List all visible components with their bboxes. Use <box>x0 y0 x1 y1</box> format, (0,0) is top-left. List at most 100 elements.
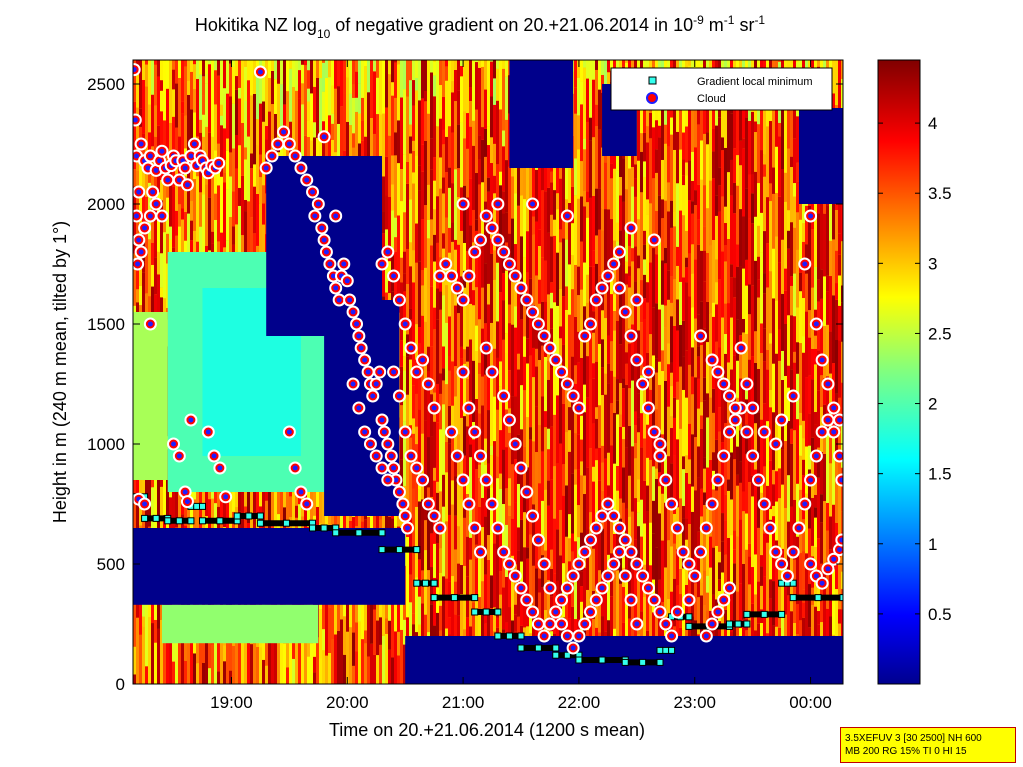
heatmap-cell <box>775 471 779 502</box>
heatmap-cell <box>541 156 545 191</box>
heatmap-cell <box>829 516 833 550</box>
heatmap-cell <box>445 66 449 81</box>
heatmap-cell <box>553 190 557 220</box>
heatmap-cell <box>469 225 473 250</box>
heatmap-cell <box>673 325 677 398</box>
heatmap-cell <box>490 374 494 446</box>
heatmap-cell <box>241 175 245 236</box>
heatmap-cell <box>820 563 824 623</box>
heatmap-cell <box>187 94 191 153</box>
heatmap-cell <box>736 417 740 447</box>
heatmap-cell <box>595 104 599 127</box>
gradient-min-marker <box>575 656 583 664</box>
heatmap-cell <box>811 497 815 546</box>
heatmap-cell <box>175 622 179 684</box>
heatmap-cell <box>667 540 671 600</box>
heatmap-cell <box>355 622 359 652</box>
heatmap-cell <box>136 60 140 65</box>
heatmap-cell <box>490 445 494 456</box>
heatmap-cell <box>712 452 716 471</box>
cloud-marker-core <box>391 465 397 471</box>
heatmap-cell <box>679 366 683 429</box>
heatmap-cell <box>574 406 578 434</box>
heatmap-cell <box>796 604 800 635</box>
heatmap-cell <box>439 373 443 394</box>
heatmap-cell <box>775 300 779 354</box>
heatmap-cell <box>163 232 167 299</box>
heatmap-cell <box>343 654 347 684</box>
heatmap-cell <box>655 303 659 359</box>
heatmap-cell <box>661 218 665 261</box>
heatmap-cell <box>793 316 797 352</box>
heatmap-cell <box>580 586 584 602</box>
heatmap-cell <box>640 611 644 621</box>
heatmap-cell <box>442 474 446 507</box>
heatmap-cell <box>700 415 704 430</box>
heatmap-cell <box>826 205 830 276</box>
heatmap-cell <box>454 169 458 240</box>
heatmap-cell <box>460 66 464 77</box>
heatmap-cell <box>736 155 740 186</box>
heatmap-cell <box>664 445 668 455</box>
cloud-marker-core <box>495 201 501 207</box>
heatmap-cell <box>784 575 788 615</box>
heatmap-cell <box>517 483 521 528</box>
heatmap-cell <box>298 637 302 684</box>
heatmap-cell <box>250 644 254 684</box>
heatmap-cell <box>715 282 719 305</box>
cloud-marker-core <box>634 561 640 567</box>
heatmap-cell <box>820 451 824 495</box>
heatmap-cell <box>163 60 167 121</box>
heatmap-cell <box>211 644 215 684</box>
heatmap-cell <box>409 136 413 154</box>
heatmap-cell <box>448 443 452 515</box>
heatmap-cell <box>574 469 578 485</box>
heatmap-cell <box>592 137 596 197</box>
heatmap-cell <box>778 136 782 197</box>
heatmap-cell <box>823 568 827 640</box>
heatmap-cell <box>511 281 515 325</box>
heatmap-cell <box>802 551 806 590</box>
heatmap-cell <box>721 60 725 70</box>
heatmap-cell <box>193 169 197 180</box>
heatmap-cell <box>826 608 830 641</box>
heatmap-cell <box>601 367 605 396</box>
heatmap-cell <box>733 277 737 298</box>
cloud-marker-core <box>466 273 472 279</box>
heatmap-cell <box>790 315 794 370</box>
heatmap-cell <box>733 355 737 421</box>
heatmap-cell <box>751 174 755 194</box>
heatmap-cell <box>463 416 467 456</box>
cloud-marker-core <box>767 525 773 531</box>
cloud-marker-core <box>773 549 779 555</box>
cloud-marker-core <box>217 465 223 471</box>
cloud-marker-core <box>495 237 501 243</box>
heatmap-cell <box>832 239 836 296</box>
heatmap-cell <box>469 126 473 179</box>
heatmap-cell <box>445 60 449 67</box>
heatmap-cell <box>394 155 398 218</box>
heatmap-cell <box>244 159 248 200</box>
heatmap-cell <box>532 441 536 505</box>
heatmap-cell <box>400 432 404 460</box>
colorbar-tick-label: 3.5 <box>928 184 952 203</box>
heatmap-cell <box>703 226 707 251</box>
heatmap-cell <box>676 549 680 586</box>
heatmap-cell <box>457 526 461 564</box>
heatmap-cell <box>574 365 578 384</box>
cloud-marker-core <box>518 465 524 471</box>
heatmap-cell <box>559 374 563 444</box>
heatmap-cell <box>514 306 518 328</box>
heatmap-cell <box>760 492 764 556</box>
heatmap-cell <box>313 122 317 138</box>
heatmap-cell <box>739 87 743 141</box>
heatmap-cell <box>691 486 695 512</box>
heatmap-cell <box>388 74 392 136</box>
heatmap-cell <box>580 81 584 105</box>
heatmap-cell <box>829 504 833 517</box>
heatmap-cell <box>628 557 632 619</box>
heatmap-cell <box>199 60 203 75</box>
heatmap-cell <box>559 555 563 609</box>
heatmap-cell <box>550 214 554 237</box>
heatmap-cell <box>556 193 560 210</box>
